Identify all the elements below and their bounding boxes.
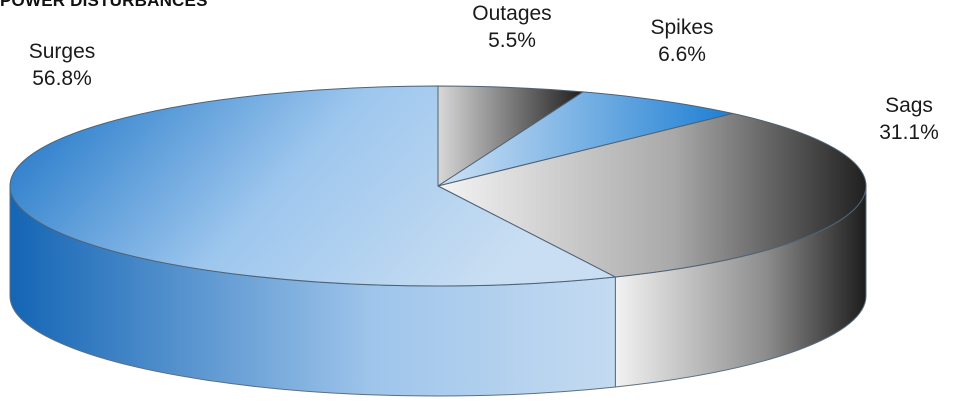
slice-name-surges: Surges bbox=[29, 40, 96, 63]
pie-slice-spikes bbox=[437, 91, 734, 187]
slice-label-sags: Sags 31.1% bbox=[879, 94, 939, 144]
slice-value-outages: 5.5% bbox=[488, 29, 536, 52]
chart-title: POWER DISTURBANCES bbox=[0, 0, 208, 10]
slice-name-spikes: Spikes bbox=[650, 16, 713, 39]
slice-value-spikes: 6.6% bbox=[658, 43, 706, 66]
slice-name-sags: Sags bbox=[885, 94, 933, 117]
pie-slice-surges bbox=[9, 85, 616, 287]
slice-value-surges: 56.8% bbox=[32, 67, 92, 90]
slice-label-spikes: Spikes 6.6% bbox=[650, 16, 713, 66]
slice-label-outages: Outages 5.5% bbox=[472, 2, 551, 52]
pie-slice-sags bbox=[437, 113, 867, 278]
pie-slice-outages bbox=[437, 85, 584, 187]
slice-name-outages: Outages bbox=[472, 2, 551, 25]
slice-label-surges: Surges 56.8% bbox=[29, 40, 96, 90]
slice-value-sags: 31.1% bbox=[879, 121, 939, 144]
